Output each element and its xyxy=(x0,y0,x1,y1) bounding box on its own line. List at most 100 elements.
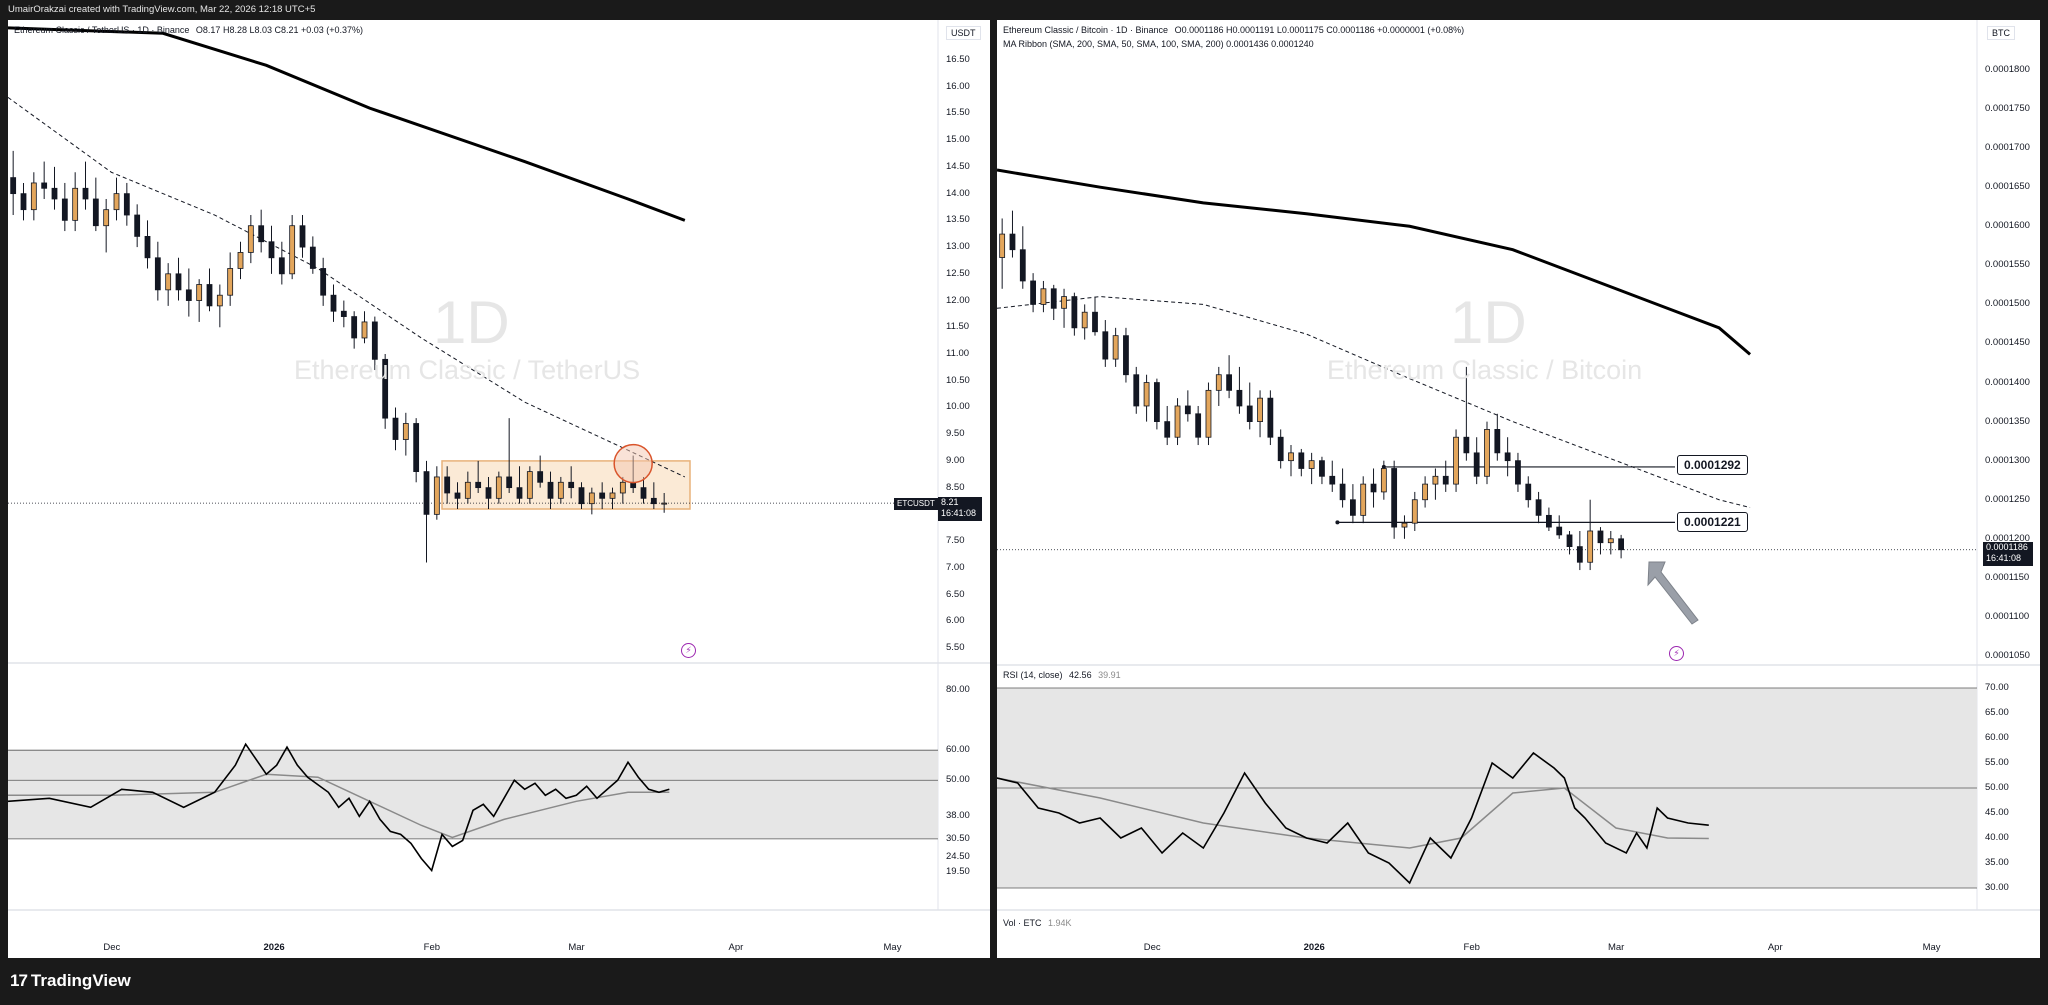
price-tick-label: 14.50 xyxy=(946,160,970,172)
candle-body-down xyxy=(320,268,327,296)
chart-canvas-etcbtc[interactable] xyxy=(997,20,2040,958)
candle xyxy=(568,466,575,499)
candle xyxy=(557,476,564,504)
price-tick-label: 8.50 xyxy=(946,481,965,493)
candle-body-down xyxy=(1463,436,1470,454)
candle-body-down xyxy=(51,187,58,200)
top-caption: UmairOrakzai created with TradingView.co… xyxy=(0,0,2048,20)
lightning-icon[interactable]: ⚡ xyxy=(681,643,696,658)
tradingview-mark-icon: 17 xyxy=(10,971,28,990)
candle-body-down xyxy=(599,492,606,499)
candle-body-down xyxy=(309,246,316,269)
candle-body-up xyxy=(1308,460,1315,469)
candle xyxy=(371,316,378,371)
candle-body-down xyxy=(1339,483,1346,501)
level-anchor-dot xyxy=(1335,520,1340,525)
ma-ribbon-legend[interactable]: MA Ribbon (SMA, 200, SMA, 50, SMA, 100, … xyxy=(1003,39,1314,49)
time-tick-label: Feb xyxy=(1463,942,1480,953)
level-label-lower[interactable]: 0.0001221 xyxy=(1677,512,1748,532)
candle-body-up xyxy=(361,321,368,339)
ma-200-line xyxy=(8,26,686,222)
candle-body-down xyxy=(1267,397,1274,438)
candle xyxy=(1009,210,1016,258)
candle xyxy=(1246,382,1253,430)
candle xyxy=(1277,429,1284,469)
time-tick-label: Mar xyxy=(1607,942,1625,953)
candle xyxy=(1092,296,1098,336)
candle xyxy=(1442,460,1449,492)
candle xyxy=(113,177,120,221)
symbol-header[interactable]: Ethereum Classic / TetherUS · 1D · Binan… xyxy=(14,25,363,35)
candle-body-down xyxy=(1494,429,1501,454)
candle-body-down xyxy=(175,273,182,291)
price-tick-label: 0.0001650 xyxy=(1985,181,2030,193)
currency-label[interactable]: BTC xyxy=(1987,26,2015,40)
candle-body-down xyxy=(1153,382,1160,422)
candle xyxy=(444,466,451,504)
candle xyxy=(1463,366,1470,461)
lightning-glyph: ⚡ xyxy=(685,645,692,655)
tradingview-logo[interactable]: 17 TradingView xyxy=(10,971,131,991)
currency-label[interactable]: USDT xyxy=(946,26,981,40)
price-tick-label: 0.0001100 xyxy=(1985,610,2030,622)
ma-50-line xyxy=(997,296,1751,509)
candle xyxy=(1597,527,1604,555)
candle-body-down xyxy=(1298,452,1305,469)
countdown: 16:41:08 xyxy=(941,508,977,518)
price-tick-label: 6.50 xyxy=(946,588,965,600)
candle xyxy=(51,166,58,210)
volume-legend[interactable]: Vol · ETC 1.94K xyxy=(1003,918,1072,928)
symbol-header[interactable]: Ethereum Classic / Bitcoin · 1D · Binanc… xyxy=(1003,25,1464,35)
candle-body-down xyxy=(1349,499,1356,516)
candle-body-up xyxy=(1422,483,1429,501)
price-tick-label: 0.0001050 xyxy=(1985,650,2030,661)
candle xyxy=(475,460,482,493)
candle xyxy=(1123,327,1129,383)
candle xyxy=(1226,355,1233,399)
candle-body-up xyxy=(526,471,533,499)
candle xyxy=(92,177,99,232)
price-tick-label: 9.50 xyxy=(946,428,965,440)
candle xyxy=(1411,491,1418,531)
chart-panel-etcbtc[interactable]: Ethereum Classic / Bitcoin · 1D · Binanc… xyxy=(997,20,2040,958)
rsi-tick-label: 80.00 xyxy=(946,684,970,695)
lightning-icon[interactable]: ⚡ xyxy=(1669,646,1684,661)
symbol-price-tag: ETCUSDT xyxy=(894,498,938,510)
candle-body-down xyxy=(475,481,482,489)
ohlc-values: O8.17 H8.28 L8.03 C8.21 +0.03 (+0.37%) xyxy=(195,25,364,35)
candle xyxy=(1473,437,1480,485)
candle xyxy=(1061,288,1067,328)
candle-body-up xyxy=(464,481,471,499)
candle xyxy=(103,198,110,253)
candle xyxy=(320,257,327,306)
candle-body-down xyxy=(1030,280,1037,305)
candle-body-up xyxy=(1040,288,1047,305)
candle-body-up xyxy=(433,476,440,515)
candle-body-down xyxy=(1442,475,1449,485)
rsi-legend[interactable]: RSI (14, close) 42.56 39.91 xyxy=(1003,670,1121,680)
candle-body-up xyxy=(1215,374,1222,391)
level-label-upper[interactable]: 0.0001292 xyxy=(1677,455,1748,475)
candle-body-down xyxy=(371,321,378,360)
price-tick-label: 6.00 xyxy=(946,615,965,627)
candle xyxy=(330,284,337,322)
candle-body-down xyxy=(1092,311,1098,333)
price-tick-label: 11.00 xyxy=(946,348,970,359)
time-tick-label: Mar xyxy=(568,942,585,953)
rsi-tick-label: 30.50 xyxy=(946,832,970,844)
chart-panel-etcusdt[interactable]: Ethereum Classic / TetherUS · 1D · Binan… xyxy=(8,20,990,958)
candle-body-down xyxy=(1566,534,1573,548)
candle-body-down xyxy=(1391,468,1398,528)
candle-body-down xyxy=(1525,483,1532,501)
chart-canvas-etcusdt[interactable] xyxy=(8,20,990,958)
watermark-symbol: Ethereum Classic / TetherUS xyxy=(294,355,641,385)
candle xyxy=(154,241,161,301)
price-tick-label: 9.00 xyxy=(946,454,965,466)
candle-body-down xyxy=(568,481,575,489)
candle xyxy=(1566,530,1573,555)
candle-body-up xyxy=(495,476,502,499)
price-tick-label: 7.00 xyxy=(946,561,965,573)
candle-body-down xyxy=(1576,546,1583,563)
candle xyxy=(72,172,79,232)
candle-body-up xyxy=(1484,429,1490,477)
